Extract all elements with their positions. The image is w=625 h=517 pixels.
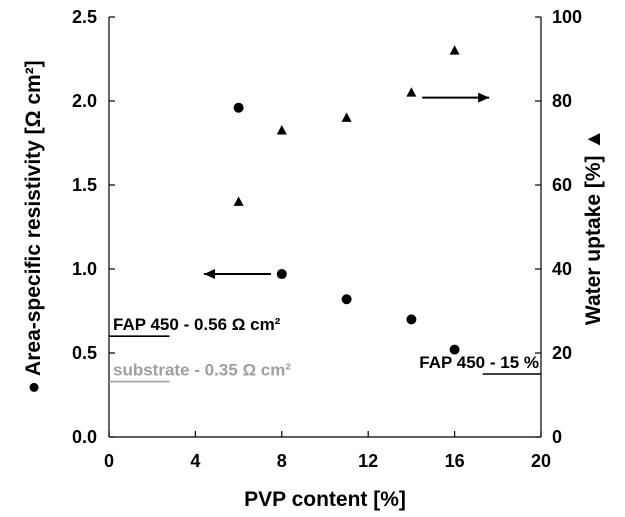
reference-line-label: substrate - 0.35 Ω cm²	[113, 361, 291, 380]
data-point-circle	[276, 269, 287, 280]
x-axis-title: PVP content [%]	[244, 488, 406, 511]
data-marks	[233, 45, 460, 355]
y2-tick-label: 100	[552, 7, 582, 27]
x-tick-label: 16	[445, 451, 465, 471]
axes	[108, 17, 542, 438]
data-point-triangle	[276, 125, 287, 135]
y-tick-label: 2.5	[72, 7, 97, 27]
reference-line-label: FAP 450 - 0.56 Ω cm²	[113, 315, 281, 334]
x-tick-label: 0	[104, 451, 114, 471]
direction-arrows	[204, 92, 490, 280]
y-tick-label: 0.5	[72, 343, 97, 363]
data-point-triangle	[341, 112, 352, 122]
y2-tick-label: 40	[552, 259, 572, 279]
x-tick-label: 12	[358, 451, 378, 471]
arrow-left-icon	[204, 269, 216, 280]
data-point-circle	[233, 102, 244, 113]
data-point-triangle	[406, 87, 417, 97]
x-tick-label: 8	[277, 451, 287, 471]
data-point-circle	[449, 344, 460, 355]
y-tick-label: 2.0	[72, 91, 97, 111]
arrow-right-icon	[478, 92, 490, 103]
axis-titles: PVP content [%] ● Area-specific resistivi…	[22, 60, 605, 511]
x-tick-label: 20	[531, 451, 551, 471]
y-axis-title-left: ● Area-specific resistivity [Ω cm²]	[22, 60, 45, 393]
y2-tick-label: 20	[552, 343, 572, 363]
reference-line-label: FAP 450 - 15 %	[419, 353, 539, 372]
y-tick-label: 0.0	[72, 427, 97, 447]
x-tick-label: 4	[190, 451, 200, 471]
y2-tick-label: 80	[552, 91, 572, 111]
data-point-circle	[406, 314, 417, 325]
y2-tick-label: 60	[552, 175, 572, 195]
data-point-circle	[341, 294, 352, 305]
y-tick-label: 1.0	[72, 259, 97, 279]
reference-lines: FAP 450 - 0.56 Ω cm² substrate - 0.35 Ω c…	[109, 315, 541, 383]
y2-tick-label: 0	[552, 427, 562, 447]
data-point-triangle	[449, 45, 460, 55]
y-tick-label: 1.5	[72, 175, 97, 195]
y-axis-title-right: Water uptake [%] ▲	[582, 129, 605, 325]
data-point-triangle	[233, 196, 244, 206]
